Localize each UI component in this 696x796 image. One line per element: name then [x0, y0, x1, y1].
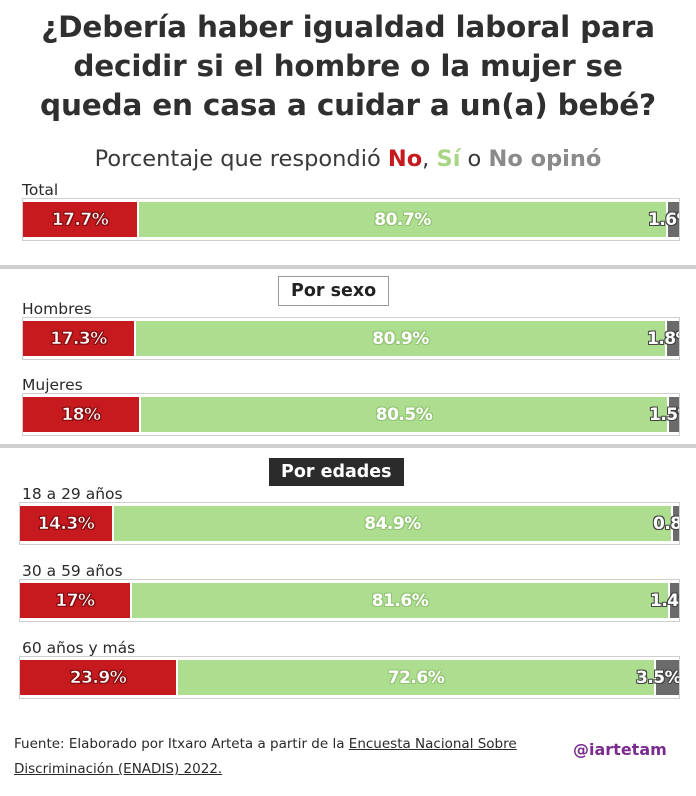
bar-segment-no-opino [668, 202, 679, 237]
section-divider [0, 444, 696, 448]
subtitle-prefix: Porcentaje que respondió [94, 146, 388, 172]
data-label-si: 80.9% [372, 328, 429, 349]
legend-no: No [387, 146, 423, 172]
data-label-no: 17% [55, 590, 95, 611]
bar-total: 17.7% 80.7% 1.6% [22, 198, 680, 241]
title-line: ¿Debería haber igualdad laboral para [41, 10, 655, 44]
bar-segment-si: 81.6% [132, 583, 670, 618]
data-label-no: 18% [61, 404, 101, 425]
row-label-30-a-59-anos: 30 a 59 años [22, 562, 123, 580]
section-divider [0, 265, 696, 269]
bar-segment-no-opino [669, 397, 679, 432]
chart-subtitle: Porcentaje que respondió No, Sí o No opi… [0, 146, 696, 172]
data-label-si: 80.5% [375, 404, 433, 425]
section-header-por-sexo: Por sexo [278, 276, 390, 306]
row-label-hombres: Hombres [22, 300, 92, 318]
data-label-no-opino: 1.4% [650, 590, 679, 611]
subtitle-sep: o [460, 146, 489, 172]
chart-title: ¿Debería haber igualdad laboral para dec… [0, 0, 696, 125]
data-label-no: 17.7% [51, 209, 109, 230]
bar-segment-no: 14.3% [20, 506, 114, 541]
data-label-no-opino: 3.5% [636, 667, 680, 688]
data-label-no-opino: 1.8% [647, 328, 679, 349]
row-label-mujeres: Mujeres [22, 376, 83, 394]
bar-segment-no: 17.3% [23, 321, 136, 356]
row-label-60-anos-y-mas: 60 años y más [22, 639, 136, 657]
bar-segment-no: 17% [20, 583, 132, 618]
bar-segment-no-opino [673, 506, 679, 541]
bar-segment-si: 80.5% [141, 397, 669, 432]
bar-segment-no-opino [656, 660, 679, 695]
bar-segment-si: 80.9% [136, 321, 667, 356]
subtitle-sep: , [422, 146, 437, 172]
section-header-por-edades: Por edades [269, 458, 404, 486]
bar-segment-si: 80.7% [139, 202, 668, 237]
title-line: queda en casa a cuidar a un(a) bebé? [40, 88, 656, 122]
source-prefix: Fuente: Elaborado por Itxaro Arteta a pa… [14, 736, 349, 752]
bar-60-anos-y-mas: 23.9% 72.6% 3.5% [19, 656, 680, 699]
bar-mujeres: 18% 80.5% 1.5% [22, 393, 680, 436]
bar-segment-no-opino [667, 321, 679, 356]
data-label-no: 14.3% [37, 513, 95, 534]
bar-segment-no: 18% [23, 397, 141, 432]
data-label-no-opino: 1.6% [648, 209, 679, 230]
bar-segment-no: 17.7% [23, 202, 139, 237]
bar-segment-si: 72.6% [178, 660, 656, 695]
row-label-18-a-29-anos: 18 a 29 años [22, 485, 123, 503]
title-line: decidir si el hombre o la mujer se [73, 49, 623, 83]
author-handle: @iartetam [573, 740, 667, 759]
data-label-no-opino: 1.5% [649, 404, 679, 425]
data-label-si: 72.6% [387, 667, 445, 688]
data-label-no-opino: 0.8% [653, 513, 679, 534]
data-label-si: 80.7% [374, 209, 431, 230]
legend-si: Sí [436, 146, 461, 172]
data-label-si: 81.6% [371, 590, 429, 611]
data-label-no: 17.3% [50, 328, 108, 349]
data-label-no: 23.9% [69, 667, 127, 688]
data-label-si: 84.9% [364, 513, 421, 534]
bar-hombres: 17.3% 80.9% 1.8% [22, 317, 680, 360]
source-note: Fuente: Elaborado por Itxaro Arteta a pa… [14, 732, 554, 782]
bar-18-a-29-anos: 14.3% 84.9% 0.8% [19, 502, 680, 545]
source-link[interactable]: Encuesta Nacional Sobre [348, 736, 517, 752]
bar-segment-si: 84.9% [114, 506, 673, 541]
bar-segment-no-opino [670, 583, 679, 618]
bar-30-a-59-anos: 17% 81.6% 1.4% [19, 579, 680, 622]
source-link[interactable]: Discriminación (ENADIS) 2022. [14, 761, 223, 777]
bar-segment-no: 23.9% [20, 660, 178, 695]
row-label-total: Total [22, 181, 59, 199]
legend-no-opino: No opinó [488, 146, 602, 172]
